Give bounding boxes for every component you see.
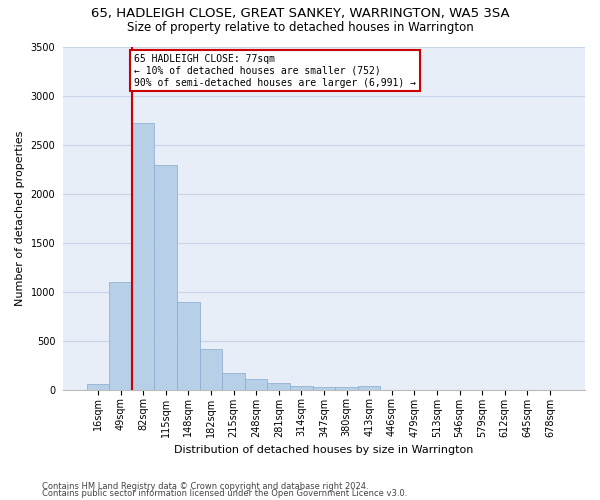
Bar: [245, 379, 268, 390]
Bar: [86, 384, 109, 390]
Bar: [132, 123, 154, 390]
Text: Size of property relative to detached houses in Warrington: Size of property relative to detached ho…: [127, 21, 473, 34]
Bar: [335, 387, 358, 390]
Bar: [290, 386, 313, 390]
Text: Contains public sector information licensed under the Open Government Licence v3: Contains public sector information licen…: [42, 490, 407, 498]
Bar: [200, 349, 222, 390]
Bar: [313, 386, 335, 390]
Bar: [268, 384, 290, 390]
Bar: [109, 282, 132, 390]
Text: 65, HADLEIGH CLOSE, GREAT SANKEY, WARRINGTON, WA5 3SA: 65, HADLEIGH CLOSE, GREAT SANKEY, WARRIN…: [91, 8, 509, 20]
Text: Contains HM Land Registry data © Crown copyright and database right 2024.: Contains HM Land Registry data © Crown c…: [42, 482, 368, 491]
Bar: [177, 302, 200, 390]
Y-axis label: Number of detached properties: Number of detached properties: [15, 130, 25, 306]
Bar: [222, 373, 245, 390]
Text: 65 HADLEIGH CLOSE: 77sqm
← 10% of detached houses are smaller (752)
90% of semi-: 65 HADLEIGH CLOSE: 77sqm ← 10% of detach…: [134, 54, 416, 88]
Bar: [358, 386, 380, 390]
X-axis label: Distribution of detached houses by size in Warrington: Distribution of detached houses by size …: [174, 445, 473, 455]
Bar: [154, 165, 177, 390]
